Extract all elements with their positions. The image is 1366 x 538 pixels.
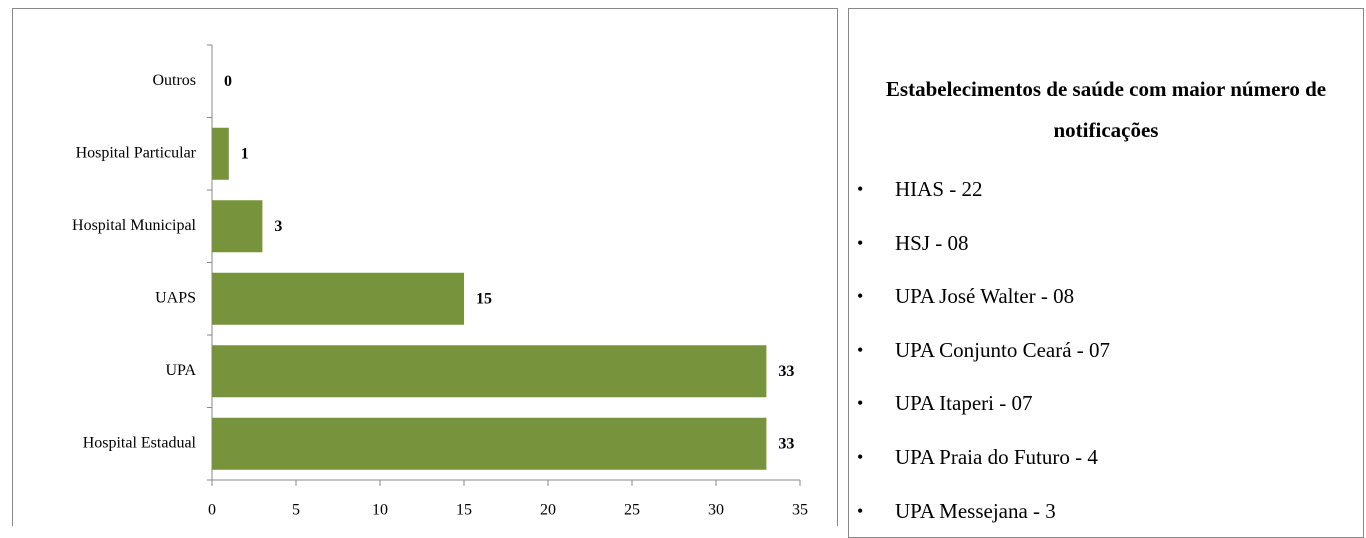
page: {"chart_data": {"type": "bar", "orientat… [0,0,1366,526]
list-item: UPA Messejana - 3 [849,485,1363,538]
x-tick-label: 25 [624,502,640,519]
x-tick-label: 30 [708,502,724,519]
chart-border [12,8,838,526]
y-tick-label: Hospital Municipal [72,217,197,234]
data-label: 1 [241,145,249,162]
data-label: 33 [778,363,794,380]
bar [212,200,263,253]
bar [212,345,767,398]
bar [212,417,767,470]
list-item: UPA José Walter - 08 [849,270,1363,324]
y-tick-label: Hospital Estadual [83,434,197,451]
list-item: HSJ - 08 [849,217,1363,271]
y-tick-label: Outros [152,72,196,89]
data-label: 0 [224,73,232,90]
data-label: 33 [778,435,794,452]
data-label: 3 [274,218,282,235]
x-tick-label: 10 [372,502,388,519]
y-tick-label: Hospital Particular [76,144,197,161]
list-item: UPA Praia do Futuro - 4 [849,431,1363,485]
panel-list: HIAS - 22HSJ - 08UPA José Walter - 08UPA… [849,163,1363,538]
x-tick-label: 15 [456,502,472,519]
list-item: UPA Conjunto Ceará - 07 [849,324,1363,378]
data-label: 15 [476,290,492,307]
x-tick-label: 0 [208,502,216,519]
info-panel: Estabelecimentos de saúde com maior núme… [848,8,1364,538]
bar [212,272,464,325]
x-tick-label: 35 [792,502,808,519]
panel-title: Estabelecimentos de saúde com maior núme… [885,77,1327,142]
x-tick-label: 5 [292,502,300,519]
x-tick-label: 20 [540,502,556,519]
list-item: HIAS - 22 [849,163,1363,217]
bar [212,127,229,180]
chart: 0 5 10 15 20 25 30 35 Outros 0 Hospital Particular… [12,8,838,526]
y-tick-label: UPA [165,362,196,379]
y-tick-label: UAPS [155,289,196,306]
list-item: UPA Itaperi - 07 [849,377,1363,431]
